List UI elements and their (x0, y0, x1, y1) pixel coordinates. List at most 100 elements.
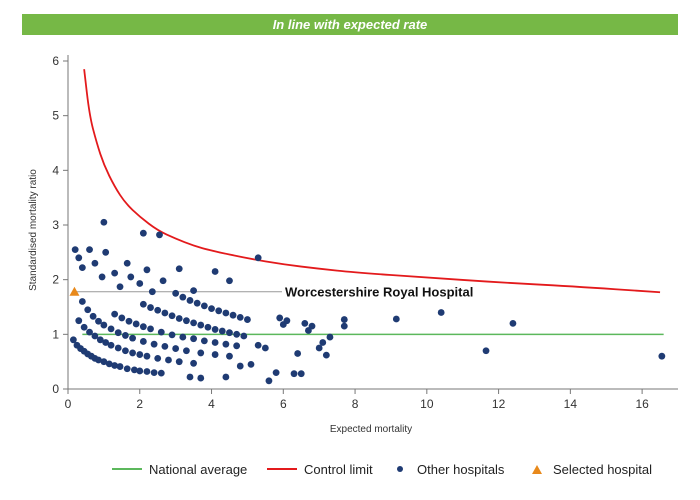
other-hospital-point (129, 334, 136, 342)
other-hospital-point (200, 337, 208, 345)
other-hospital-point (322, 351, 330, 359)
other-hospital-point (161, 309, 169, 317)
other-hospital-point (136, 367, 144, 375)
other-hospital-point (229, 311, 237, 319)
control-limit-swatch (267, 468, 297, 470)
other-hospital-point (123, 365, 131, 373)
other-hospital-point (136, 280, 144, 287)
other-hospital-point (340, 322, 348, 330)
other-hospital-point (254, 341, 262, 349)
legend-national-average: National average (112, 459, 247, 479)
other-hospital-point (509, 320, 517, 327)
other-hospital-point (183, 317, 190, 325)
x-tick-label: 8 (352, 397, 359, 411)
other-hospital-point (233, 330, 241, 338)
other-hospital-point (127, 273, 135, 281)
other-hospital-point (71, 246, 79, 254)
other-hospital-point (122, 347, 129, 355)
x-tick-label: 0 (65, 397, 72, 411)
other-hospital-point (130, 366, 138, 374)
other-hospital-point (482, 347, 490, 355)
other-hospital-point (175, 315, 183, 322)
y-tick-label: 2 (52, 273, 59, 287)
other-hospital-point (148, 288, 156, 296)
y-tick-label: 4 (52, 163, 59, 177)
other-hospital-point (143, 266, 151, 274)
other-hospital-point (437, 309, 445, 316)
other-hospital-point (102, 339, 110, 346)
legend-label: Selected hospital (553, 461, 653, 477)
other-hospital-point (150, 340, 158, 348)
other-hospital-point (139, 338, 147, 345)
other-hospital-point (111, 310, 119, 318)
other-hospital-point (86, 328, 93, 336)
other-hospital-point (186, 373, 194, 381)
other-hospital-point (315, 344, 323, 352)
other-hospital-point (89, 312, 97, 320)
other-hospital-point (272, 369, 280, 376)
plot-points (69, 218, 666, 385)
other-hospital-point (236, 313, 244, 321)
other-hospital-point (159, 277, 167, 285)
selected-hospital-label: Worcestershire Royal Hospital (285, 285, 473, 300)
other-hospital-point (197, 321, 205, 329)
other-hospital-point (80, 323, 88, 331)
other-hospital-point (150, 369, 158, 376)
other-hospital-point (123, 259, 131, 267)
other-hospital-point (226, 352, 233, 360)
other-hospital-point (208, 305, 215, 313)
other-hospital-point (172, 289, 180, 297)
other-hospital-point (218, 327, 226, 335)
control-limit-curve (83, 69, 661, 294)
other-hospital-point (114, 344, 122, 352)
other-hospital-point (175, 265, 183, 273)
other-hospital-point (193, 299, 201, 307)
other-hospital-point (175, 358, 183, 366)
other-hospital-point (86, 246, 93, 254)
legend: National average Control limit Other hos… (112, 459, 672, 479)
y-axis-label: Standardised mortality ratio (28, 169, 39, 291)
other-hospital-point (102, 248, 110, 256)
other-hospital-point (111, 269, 119, 277)
other-hospital-point (95, 356, 102, 364)
other-hospital-point (301, 320, 309, 327)
other-hospital-point (78, 298, 86, 305)
other-hospital-point (215, 307, 223, 315)
other-hospital-point (204, 323, 212, 331)
y-tick-label: 1 (52, 327, 59, 341)
other-hospital-point (297, 370, 305, 378)
other-hospital-point (186, 297, 194, 304)
other-hospital-point (658, 352, 666, 360)
x-tick-label: 6 (280, 397, 287, 411)
x-tick-label: 14 (564, 397, 578, 411)
other-hospital-point (236, 362, 244, 370)
other-hospital-point (116, 283, 124, 291)
other-hospital-point (107, 341, 115, 349)
legend-selected-hospital: Selected hospital (530, 459, 652, 479)
other-hospital-point (75, 254, 83, 262)
x-tick-label: 10 (420, 397, 434, 411)
other-hospital-point (136, 351, 144, 358)
other-hospital-point (111, 362, 119, 369)
other-hospital-point (143, 368, 151, 375)
y-tick-label: 0 (52, 382, 59, 396)
other-hospital-point (154, 306, 162, 314)
other-hospital-point (114, 329, 122, 337)
other-hospital-point (197, 374, 205, 382)
other-hospital-point (75, 317, 83, 325)
y-tick-label: 3 (52, 218, 59, 232)
other-hospital-point (147, 304, 154, 311)
other-hospital-point (183, 347, 190, 355)
legend-other-hospitals: Other hospitals (395, 459, 504, 479)
other-hospital-point (96, 336, 104, 344)
other-hospital-point (226, 329, 233, 337)
other-hospital-point (143, 352, 151, 360)
other-hospital-point (190, 335, 197, 343)
other-hospital-point (197, 349, 205, 357)
other-hospital-point (105, 360, 113, 368)
other-hospital-point (190, 359, 197, 367)
other-hospital-point (190, 319, 197, 327)
other-hospital-point (244, 316, 251, 323)
x-tick-label: 2 (136, 397, 143, 411)
